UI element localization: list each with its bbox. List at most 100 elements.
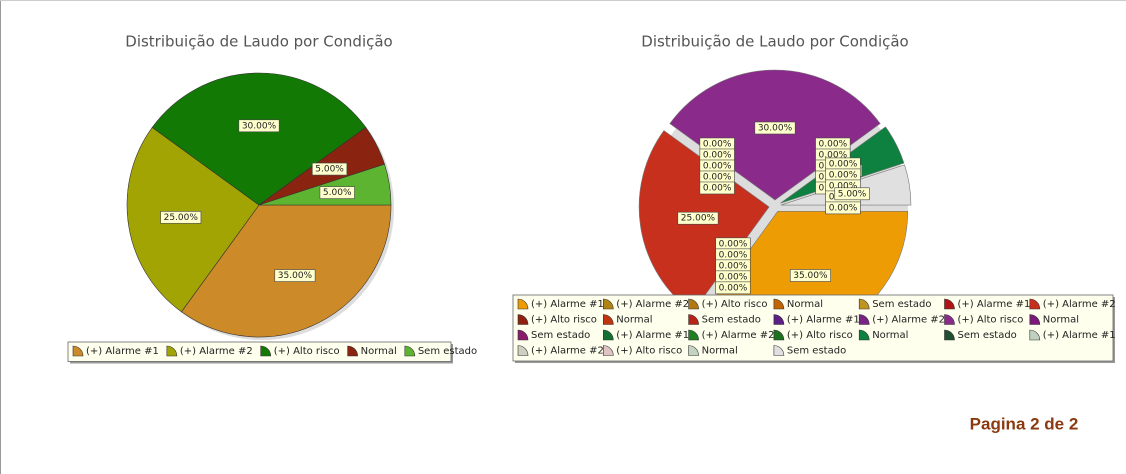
value-label-box xyxy=(825,201,861,215)
value-label-box xyxy=(274,269,316,282)
legend-marker xyxy=(773,314,785,325)
value-label: 0.00% xyxy=(719,239,748,249)
legend-marker xyxy=(347,345,358,357)
value-label: 0.00% xyxy=(829,203,858,213)
legend-marker xyxy=(404,345,416,357)
legend-marker xyxy=(944,314,955,325)
value-label: 35.00% xyxy=(793,271,828,281)
value-label: 5.00% xyxy=(838,189,867,199)
value-label-box xyxy=(834,187,870,201)
legend-marker xyxy=(517,345,529,356)
legend-marker xyxy=(858,298,870,310)
value-label-box xyxy=(677,211,719,225)
value-label: 0.00% xyxy=(719,272,748,282)
value-label: 35.00% xyxy=(278,271,313,281)
legend-label: (+) Alarme #2 xyxy=(872,315,945,326)
chart-title: Distribuição de Laudo por Condição xyxy=(125,33,392,51)
page-footer: Pagina 2 de 2 xyxy=(970,414,1079,433)
legend-label: (+) Alto risco xyxy=(702,299,768,310)
legend-marker xyxy=(944,298,955,310)
legend xyxy=(67,341,452,362)
legend-label: (+) Alarme #2 xyxy=(702,330,775,341)
value-label: 0.00% xyxy=(819,150,848,160)
value-label-box xyxy=(319,186,355,199)
value-label-box xyxy=(311,162,348,176)
legend-marker xyxy=(603,314,614,325)
legend-marker xyxy=(773,345,785,356)
legend-label: (+) Alarme #1 xyxy=(86,346,159,357)
legend-label: Sem estado xyxy=(958,330,1017,341)
value-label-box xyxy=(789,269,831,282)
legend-label: (+) Alarme #2 xyxy=(531,346,604,357)
legend-marker xyxy=(1029,298,1041,310)
value-label: 0.00% xyxy=(703,161,732,171)
legend-marker xyxy=(1029,314,1041,325)
legend-marker xyxy=(858,329,870,341)
pie-slice xyxy=(151,72,367,206)
value-label: 30.00% xyxy=(758,124,793,134)
legend-label: Normal xyxy=(787,299,823,310)
legend-label: Normal xyxy=(1043,315,1079,326)
legend-marker xyxy=(773,329,785,341)
legend-marker xyxy=(72,345,84,357)
legend-marker xyxy=(1029,329,1041,341)
chart-title: Distribuição de Laudo por Condição xyxy=(641,33,908,51)
value-label: 0.00% xyxy=(703,150,732,160)
legend-label: Normal xyxy=(616,315,652,326)
value-label-box xyxy=(699,181,735,195)
legend-label: Normal xyxy=(702,346,738,357)
value-label-box xyxy=(238,119,280,133)
legend-marker xyxy=(688,329,699,341)
legend-label: Normal xyxy=(361,346,397,357)
value-label-box xyxy=(715,281,751,295)
legend-label: (+) Alarme #2 xyxy=(1043,299,1116,310)
legend-marker xyxy=(773,298,785,310)
value-label: 0.00% xyxy=(719,261,748,271)
legend-marker xyxy=(688,314,699,325)
value-label-box xyxy=(160,211,202,224)
legend-marker xyxy=(603,345,614,356)
legend-marker xyxy=(858,314,870,325)
value-label: 0.00% xyxy=(829,181,858,191)
pie-slice xyxy=(669,69,881,201)
legend-label: Sem estado xyxy=(531,330,590,341)
legend-label: (+) Alto risco xyxy=(787,330,853,341)
legend-marker xyxy=(260,345,272,357)
legend-label: (+) Alto risco xyxy=(531,315,597,326)
legend-label: Sem estado xyxy=(702,315,761,326)
value-label: 5.00% xyxy=(315,165,344,175)
value-label: 0.00% xyxy=(829,159,858,169)
value-label: 0.00% xyxy=(703,139,732,149)
legend-label: (+) Alarme #1 xyxy=(958,299,1031,310)
legend-label: Sem estado xyxy=(872,299,931,310)
legend-marker xyxy=(517,314,529,325)
legend-label: (+) Alarme #2 xyxy=(616,299,689,310)
legend-marker xyxy=(688,298,699,310)
legend-label: (+) Alto risco xyxy=(958,315,1024,326)
pie-slice xyxy=(258,163,392,206)
legend-label: (+) Alto risco xyxy=(616,346,682,357)
value-label: 0.00% xyxy=(719,283,748,293)
value-label: 0.00% xyxy=(819,139,848,149)
value-label: 25.00% xyxy=(164,213,199,223)
value-label: 0.00% xyxy=(719,250,748,260)
legend-marker xyxy=(603,298,614,310)
legend-label: (+) Alarme #2 xyxy=(180,346,253,357)
legend-label: (+) Alto risco xyxy=(274,346,340,357)
legend-marker xyxy=(688,345,699,356)
legend-marker xyxy=(603,329,614,341)
legend-marker xyxy=(166,345,178,357)
value-label: 5.00% xyxy=(323,188,352,198)
legend-label: Sem estado xyxy=(787,346,846,357)
value-label: 0.00% xyxy=(703,183,732,193)
legend-label: Normal xyxy=(872,330,908,341)
value-label: 25.00% xyxy=(681,214,716,224)
value-label: 0.00% xyxy=(703,172,732,182)
value-label: 30.00% xyxy=(242,121,277,131)
legend-marker xyxy=(517,298,529,310)
value-label: 0.00% xyxy=(829,170,858,180)
legend-label: (+) Alarme #1 xyxy=(531,299,604,310)
value-label-box xyxy=(754,121,796,135)
legend-marker xyxy=(517,329,529,341)
